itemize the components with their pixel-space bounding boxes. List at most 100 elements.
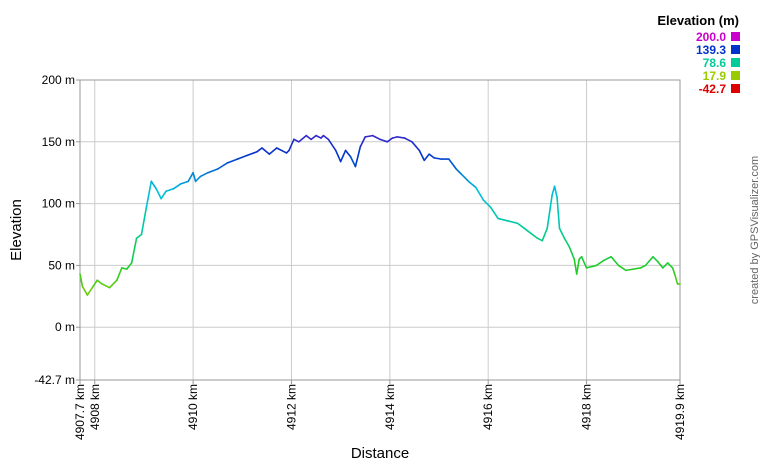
elevation-segment bbox=[108, 279, 118, 289]
legend-swatch bbox=[731, 32, 740, 41]
elevation-segment bbox=[652, 255, 659, 263]
elevation-segment bbox=[475, 186, 485, 201]
elevation-segment bbox=[125, 262, 133, 270]
elevation-segment bbox=[354, 145, 362, 168]
elevation-segment bbox=[364, 134, 374, 138]
elevation-segment bbox=[116, 267, 123, 282]
x-tick-label: 4908 km bbox=[88, 384, 102, 430]
elevation-line bbox=[79, 134, 681, 296]
elevation-segment bbox=[135, 233, 143, 240]
elevation-segment bbox=[674, 274, 679, 285]
elevation-segment bbox=[448, 158, 458, 170]
elevation-segment bbox=[455, 168, 462, 175]
elevation-segment bbox=[396, 136, 406, 139]
elevation-segment bbox=[546, 194, 553, 230]
elevation-segment bbox=[121, 267, 128, 270]
elevation-segment bbox=[192, 171, 197, 183]
x-tick-label: 4912 km bbox=[284, 384, 298, 430]
legend-label: -42.7 bbox=[699, 82, 727, 96]
elevation-segment bbox=[467, 180, 477, 189]
elevation-segment bbox=[344, 149, 352, 158]
legend-swatch bbox=[731, 58, 740, 67]
elevation-segment bbox=[145, 180, 153, 209]
elevation-segment bbox=[86, 286, 94, 296]
elevation-segment bbox=[172, 183, 182, 190]
elevation-segment bbox=[536, 237, 544, 242]
elevation-segment bbox=[339, 149, 347, 163]
elevation-segment bbox=[644, 255, 654, 267]
elevation-segment bbox=[261, 147, 271, 155]
elevation-segment bbox=[497, 217, 509, 222]
y-tick-label: 200 m bbox=[42, 73, 75, 87]
elevation-segment bbox=[310, 134, 317, 141]
elevation-segment bbox=[666, 262, 674, 269]
elevation-segment bbox=[575, 258, 580, 275]
legend-swatch bbox=[731, 45, 740, 54]
legend-swatch bbox=[731, 71, 740, 80]
elevation-segment bbox=[130, 237, 138, 264]
x-tick-label: 4916 km bbox=[481, 384, 495, 430]
elevation-segment bbox=[150, 180, 158, 190]
elevation-segment bbox=[403, 137, 413, 143]
elevation-segment bbox=[391, 136, 399, 139]
legend-label: 139.3 bbox=[696, 43, 726, 57]
elevation-segment bbox=[379, 138, 389, 143]
y-tick-label: 50 m bbox=[48, 258, 75, 272]
elevation-segment bbox=[199, 171, 209, 178]
elevation-segment bbox=[386, 137, 394, 143]
elevation-segment bbox=[268, 147, 278, 155]
elevation-segment bbox=[187, 171, 194, 183]
elevation-segment bbox=[625, 268, 635, 272]
elevation-segment bbox=[256, 147, 263, 153]
x-tick-label: 4910 km bbox=[186, 384, 200, 430]
elevation-segment bbox=[96, 279, 103, 285]
elevation-segment bbox=[315, 134, 322, 139]
elevation-segment bbox=[489, 206, 499, 220]
elevation-segment bbox=[568, 246, 576, 261]
elevation-segment bbox=[160, 190, 167, 200]
elevation-segment bbox=[91, 279, 99, 289]
elevation-segment bbox=[327, 138, 337, 152]
y-tick-labels: 200 m 150 m 100 m 50 m 0 m -42.7 m bbox=[34, 73, 75, 387]
legend-label: 17.9 bbox=[703, 69, 727, 83]
credit-text: created by GPSVisualizer.com bbox=[749, 156, 760, 304]
elevation-segment bbox=[81, 285, 89, 296]
elevation-segment bbox=[428, 153, 435, 159]
elevation-segment bbox=[595, 259, 605, 267]
elevation-segment bbox=[236, 154, 249, 160]
elevation-segment bbox=[632, 267, 642, 270]
elevation-segment bbox=[541, 227, 549, 242]
elevation-segment bbox=[418, 149, 426, 162]
elevation-segment bbox=[573, 258, 578, 275]
x-tick-label: 4914 km bbox=[383, 384, 397, 430]
elevation-segment bbox=[507, 220, 519, 225]
y-tick-label: 100 m bbox=[42, 197, 75, 211]
elevation-segment bbox=[526, 230, 539, 240]
elevation-segment bbox=[460, 173, 470, 183]
elevation-segment bbox=[293, 138, 300, 143]
elevation-segment bbox=[610, 255, 620, 267]
elevation-segment bbox=[288, 138, 295, 152]
elevation-segment bbox=[216, 162, 229, 170]
elevation-segment bbox=[617, 264, 627, 272]
elevation-segment bbox=[305, 134, 312, 141]
elevation-segment bbox=[298, 134, 308, 143]
elevation-segment bbox=[226, 158, 239, 164]
x-axis-title: Distance bbox=[351, 445, 409, 460]
x-tick-label: 4919.9 km bbox=[673, 384, 687, 440]
elevation-segment bbox=[207, 168, 219, 174]
elevation-segment bbox=[322, 134, 330, 141]
legend-title: Elevation (m) bbox=[657, 13, 739, 28]
elevation-segment bbox=[334, 149, 342, 163]
elevation-segment bbox=[671, 267, 676, 277]
legend-label: 200.0 bbox=[696, 30, 726, 44]
elevation-segment bbox=[553, 185, 558, 199]
elevation-segment bbox=[180, 180, 189, 185]
plot-frame bbox=[79, 79, 681, 381]
elevation-segment bbox=[275, 147, 288, 154]
elevation-segment bbox=[657, 260, 664, 269]
elevation-segment bbox=[246, 150, 258, 157]
y-axis-title: Elevation bbox=[8, 199, 25, 261]
elevation-segment bbox=[411, 141, 421, 152]
